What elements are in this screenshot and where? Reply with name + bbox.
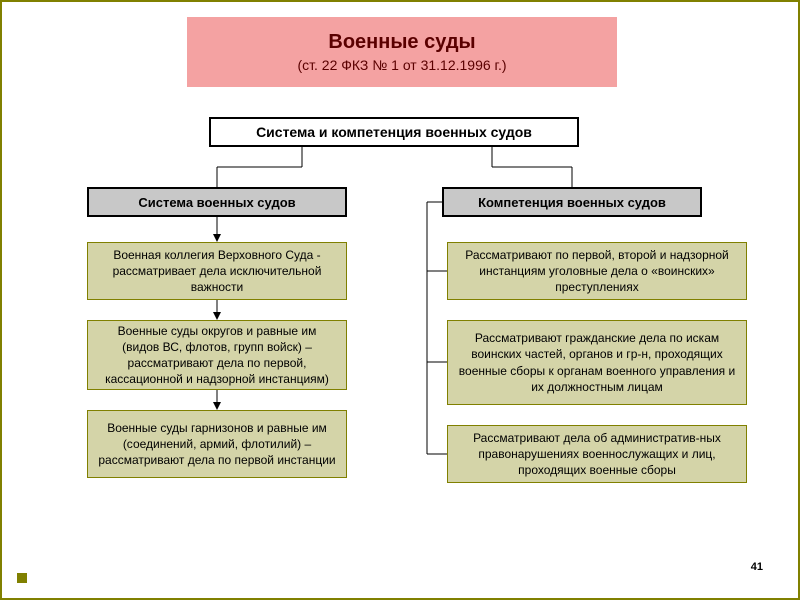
right-column-header: Компетенция военных судов [442,187,702,217]
left-item-1: Военная коллегия Верховного Суда - рассм… [87,242,347,300]
section-header-text: Система и компетенция военных судов [256,124,532,140]
right-item-3-text: Рассматривают дела об административ-ных … [458,430,736,479]
right-item-2-text: Рассматривают гражданские дела по искам … [458,330,736,395]
left-item-3: Военные суды гарнизонов и равные им (сое… [87,410,347,478]
section-header: Система и компетенция военных судов [209,117,579,147]
page-number: 41 [751,561,763,573]
right-item-1: Рассматривают по первой, второй и надзор… [447,242,747,300]
left-item-2-text: Военные суды округов и равные им (видов … [98,323,336,388]
left-column-header-text: Система военных судов [138,195,295,210]
left-item-3-text: Военные суды гарнизонов и равные им (сое… [98,420,336,469]
title-subtitle: (ст. 22 ФКЗ № 1 от 31.12.1996 г.) [297,57,506,73]
right-item-1-text: Рассматривают по первой, второй и надзор… [458,247,736,296]
title-main: Военные суды [328,31,475,54]
right-column-header-text: Компетенция военных судов [478,195,666,210]
connector-lines [2,2,800,602]
right-item-2: Рассматривают гражданские дела по искам … [447,320,747,405]
corner-marker [17,573,27,583]
left-item-2: Военные суды округов и равные им (видов … [87,320,347,390]
title-box: Военные суды (ст. 22 ФКЗ № 1 от 31.12.19… [187,17,617,87]
left-item-1-text: Военная коллегия Верховного Суда - рассм… [98,247,336,296]
right-item-3: Рассматривают дела об административ-ных … [447,425,747,483]
left-column-header: Система военных судов [87,187,347,217]
